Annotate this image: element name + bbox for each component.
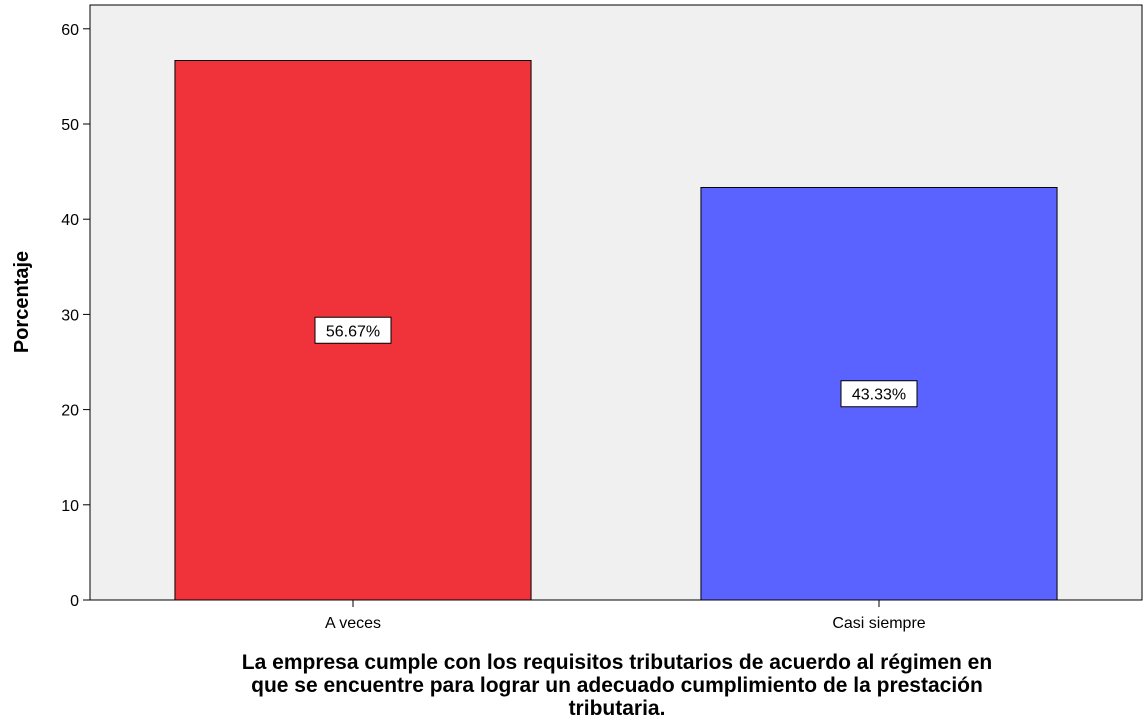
data-label-1: 43.33% [852, 387, 906, 404]
y-tick-label-4: 40 [61, 212, 79, 229]
x-axis-label-line-3: tributaria. [569, 697, 666, 720]
y-tick-label-5: 50 [61, 117, 79, 134]
data-label-box-1 [840, 380, 918, 408]
x-axis-label-line-1: La empresa cumple con los requisitos tri… [242, 651, 992, 674]
y-tick-label-1: 10 [61, 498, 79, 515]
x-axis-label-line-2: que se encuentre para lograr un adecuado… [251, 674, 983, 697]
y-tick-label-3: 30 [61, 307, 79, 324]
y-tick-label-0: 0 [70, 593, 79, 610]
y-axis-label: Porcentaje [11, 251, 33, 353]
x-axis: A veces Casi siempre [325, 600, 926, 632]
data-label-box-0 [314, 316, 392, 344]
y-axis: 0 10 20 30 40 50 60 [61, 22, 90, 610]
data-label-0: 56.67% [326, 323, 380, 340]
x-tick-label-0: A veces [325, 615, 381, 632]
x-tick-label-1: Casi siempre [832, 615, 925, 632]
y-tick-label-6: 60 [61, 22, 79, 39]
bars: 56.67% 43.33% [174, 60, 1058, 601]
y-tick-label-2: 20 [61, 403, 79, 420]
